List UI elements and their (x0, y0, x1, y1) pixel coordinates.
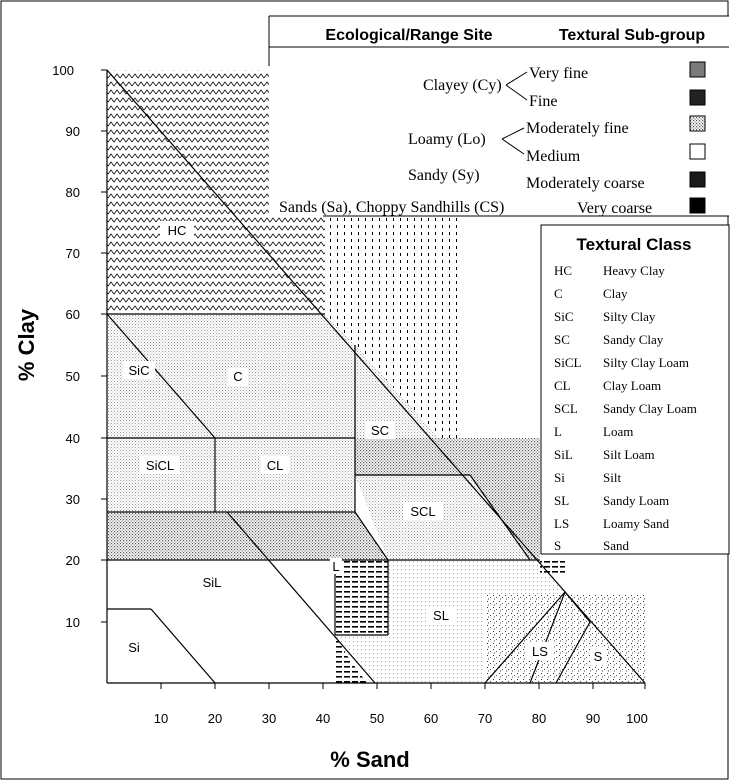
class-name: Sandy Clay Loam (603, 401, 697, 416)
class-code: SiC (554, 309, 574, 324)
region-label-sicl: SiCL (146, 458, 174, 473)
region-label-scl: SCL (410, 504, 435, 519)
textural-class-legend: Textural Class HC Heavy Clay C Clay SiC … (540, 224, 730, 555)
y-tick-label: 40 (66, 431, 80, 446)
region-scl-upper (355, 438, 540, 560)
region-l-lower (335, 635, 367, 683)
x-tick-label: 10 (154, 711, 168, 726)
subgroup-moderately-coarse: Moderately coarse (526, 175, 645, 192)
class-code: LS (554, 516, 569, 531)
y-tick-label: 50 (66, 369, 80, 384)
subgroup-very-fine: Very fine (529, 65, 588, 82)
class-name: Loamy Sand (603, 516, 670, 531)
class-name: Silty Clay Loam (603, 355, 689, 370)
x-tick-label: 70 (478, 711, 492, 726)
swatch-very-fine (689, 61, 706, 78)
region-label-sil: SiL (203, 575, 222, 590)
top-legend: Ecological/Range Site Textural Sub-group… (268, 15, 729, 217)
subgroup-medium: Medium (526, 148, 581, 165)
region-sicl-cl (107, 438, 355, 512)
class-code: C (554, 286, 563, 301)
class-name: Sandy Clay (603, 332, 664, 347)
x-axis-title: % Sand (330, 747, 409, 772)
class-code: Si (554, 470, 565, 485)
class-name: Sand (603, 538, 630, 553)
x-tick-label: 40 (316, 711, 330, 726)
x-tick-label: 30 (262, 711, 276, 726)
region-l (335, 560, 388, 635)
swatch-fine (689, 89, 706, 106)
x-tick-label: 80 (532, 711, 546, 726)
y-tick-label: 90 (66, 124, 80, 139)
region-label-sc: SC (371, 423, 389, 438)
y-axis-title: % Clay (14, 308, 39, 381)
region-label-sl: SL (433, 608, 449, 623)
subgroup-moderately-fine: Moderately fine (526, 120, 629, 137)
class-legend-title: Textural Class (577, 235, 692, 254)
class-code: SiL (554, 447, 573, 462)
swatch-very-coarse (689, 197, 706, 214)
region-label-ls: LS (532, 644, 548, 659)
class-name: Clay Loam (603, 378, 661, 393)
site-sands: Sands (Sa), Choppy Sandhills (CS) (279, 199, 504, 216)
class-code: SL (554, 493, 569, 508)
y-tick-label: 30 (66, 492, 80, 507)
y-tick-label: 10 (66, 615, 80, 630)
class-code: CL (554, 378, 571, 393)
class-legend-box (540, 224, 730, 555)
subgroup-fine: Fine (529, 93, 557, 110)
region-sl-edge (540, 560, 565, 576)
region-label-hc: HC (168, 223, 187, 238)
class-code: SCL (554, 401, 578, 416)
region-ls-s (485, 595, 645, 683)
subgroup-very-coarse: Very coarse (577, 200, 652, 217)
x-tick-label: 90 (586, 711, 600, 726)
y-tick-label: 100 (52, 63, 74, 78)
x-tick-label: 20 (208, 711, 222, 726)
class-name: Clay (603, 286, 628, 301)
swatch-moderately-fine (689, 115, 706, 132)
y-tick-label: 20 (66, 553, 80, 568)
y-tick-label: 80 (66, 185, 80, 200)
region-sc (355, 345, 439, 438)
legend-site-header: Ecological/Range Site (325, 27, 492, 44)
top-legend-bg (269, 16, 729, 216)
class-code: SiCL (554, 355, 582, 370)
y-tick-label: 60 (66, 307, 80, 322)
region-label-si: Si (128, 640, 140, 655)
axis-ticks (101, 69, 646, 689)
site-clayey: Clayey (Cy) (423, 77, 502, 94)
region-label-c: C (233, 369, 242, 384)
region-label-s: S (594, 649, 603, 664)
swatch-medium (689, 143, 706, 160)
y-tick-label: 70 (66, 246, 80, 261)
region-label-sic: SiC (129, 363, 150, 378)
class-name: Silty Clay (603, 309, 656, 324)
legend-subgroup-header: Textural Sub-group (559, 27, 706, 44)
class-name: Sandy Loam (603, 493, 669, 508)
class-code: HC (554, 263, 572, 278)
x-tick-label: 50 (370, 711, 384, 726)
class-code: SC (554, 332, 570, 347)
swatch-moderately-coarse (689, 171, 706, 188)
site-loamy: Loamy (Lo) (408, 131, 486, 148)
x-tick-label: 60 (424, 711, 438, 726)
class-name: Loam (603, 424, 633, 439)
class-name: Heavy Clay (603, 263, 665, 278)
region-label-cl: CL (267, 458, 284, 473)
class-name: Silt Loam (603, 447, 655, 462)
class-code: S (554, 538, 561, 553)
region-label-l: L (332, 559, 339, 574)
class-name: Silt (603, 470, 621, 485)
site-sandy: Sandy (Sy) (408, 167, 480, 184)
x-tick-label: 100 (626, 711, 648, 726)
class-code: L (554, 424, 562, 439)
